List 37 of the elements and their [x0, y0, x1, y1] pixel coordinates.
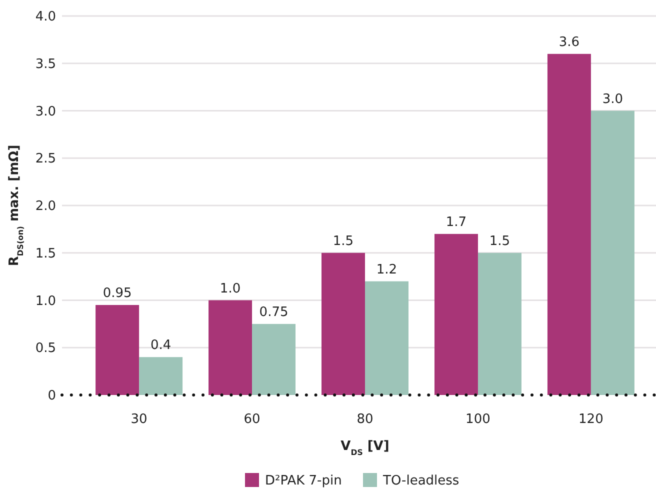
data-label: 1.5	[489, 234, 510, 249]
x-tick-label: 60	[244, 412, 260, 427]
data-label: 0.75	[259, 304, 288, 320]
data-label: 0.4	[150, 338, 172, 354]
x-tick-label: 30	[130, 412, 148, 427]
data-label: 1.5	[332, 234, 354, 249]
bar	[365, 281, 408, 395]
data-label: 1.0	[220, 281, 241, 296]
bar	[547, 54, 591, 395]
bar	[252, 324, 296, 395]
y-tick-label: 1.5	[35, 246, 56, 262]
data-label: 3.0	[602, 92, 624, 107]
x-tick-label: 100	[466, 412, 490, 427]
legend-label: D²PAK 7-pin	[265, 474, 342, 489]
x-axis-title: V$_{DS}$ [V]	[340, 439, 390, 456]
y-tick-label: 2.0	[35, 199, 56, 214]
data-label: 1.7	[446, 214, 467, 230]
y-tick-label: 1.0	[35, 294, 56, 309]
bar	[96, 304, 140, 395]
y-tick-label: 3.0	[35, 104, 56, 120]
legend-label: TO-leadless	[382, 474, 460, 489]
data-label: 3.6	[558, 34, 580, 50]
y-tick-label: 4.0	[35, 10, 56, 25]
x-tick-label: 120	[578, 412, 604, 427]
y-tick-label: 0	[48, 388, 56, 404]
bar	[139, 357, 183, 395]
x-tick-label: 80	[356, 412, 374, 427]
bar	[478, 252, 522, 395]
y-tick-label: 0.5	[35, 341, 56, 356]
data-label: 1.2	[376, 262, 398, 278]
y-tick-label: 2.5	[35, 152, 56, 167]
bar	[208, 300, 252, 395]
bar	[322, 252, 365, 395]
bar	[434, 234, 478, 395]
data-label: 0.95	[102, 286, 132, 301]
y-tick-label: 3.5	[35, 56, 56, 72]
bar	[590, 110, 634, 395]
